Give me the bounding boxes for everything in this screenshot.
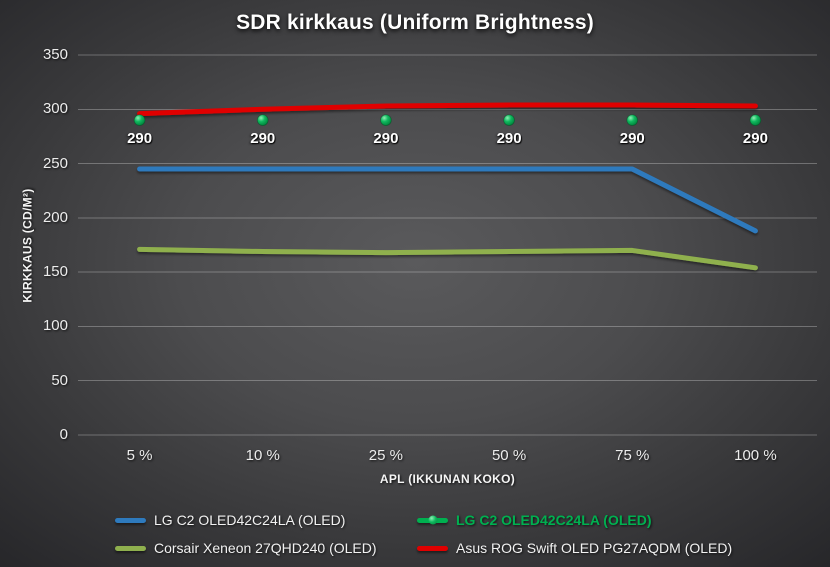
gridlines: [78, 54, 817, 436]
data-point-label: 290: [742, 130, 768, 148]
legend-line-swatch: [115, 517, 146, 523]
y-tick-label: 300: [42, 100, 68, 118]
data-point-marker: [380, 114, 392, 126]
legend-marker-dot: [428, 515, 437, 525]
legend-line-swatch: [417, 545, 448, 551]
legend-item: LG C2 OLED42C24LA (OLED): [115, 512, 345, 528]
legend-item: Corsair Xeneon 27QHD240 (OLED): [115, 540, 377, 556]
legend-item: LG C2 OLED42C24LA (OLED): [417, 512, 652, 528]
x-tick-label: 100 %: [734, 447, 777, 464]
y-tick-label: 0: [59, 426, 68, 443]
data-point-label: 290: [250, 130, 276, 148]
legend-label: LG C2 OLED42C24LA (OLED): [154, 512, 346, 528]
legend-label: LG C2 OLED42C24LA (OLED): [456, 512, 652, 528]
y-tick-label: 100: [42, 317, 68, 335]
y-tick-label: 200: [42, 208, 68, 226]
legend-item: Asus ROG Swift OLED PG27AQDM (OLED): [417, 540, 732, 556]
data-point-label: 290: [619, 130, 645, 148]
series-markers: [133, 114, 762, 126]
legend-label: Asus ROG Swift OLED PG27AQDM (OLED): [456, 540, 733, 556]
y-axis-title: KIRKKAUS (CD/M²): [20, 188, 35, 303]
y-tick-label: 50: [51, 371, 68, 389]
x-tick-label: 5 %: [126, 447, 153, 464]
series-lines: [137, 102, 758, 271]
data-point-label: 290: [373, 130, 399, 148]
data-point-marker: [256, 114, 269, 126]
data-point-marker: [626, 114, 639, 126]
legend-label: Corsair Xeneon 27QHD240 (OLED): [154, 540, 377, 556]
x-tick-label: 10 %: [245, 447, 280, 464]
y-tick-label: 350: [42, 46, 68, 63]
data-point-marker: [503, 114, 515, 126]
chart-title: SDR kirkkaus (Uniform Brightness): [236, 11, 594, 34]
x-axis-title: APL (IKKUNAN KOKO): [379, 472, 516, 486]
legend-line-swatch: [417, 515, 448, 525]
data-point-marker: [749, 114, 762, 126]
x-tick-label: 75 %: [615, 447, 650, 464]
data-point-marker: [133, 114, 146, 126]
series-line-3: [137, 102, 758, 117]
series-line-2: [137, 246, 758, 271]
y-tick-label: 250: [42, 154, 68, 172]
data-point-label: 290: [127, 130, 153, 148]
y-tick-label: 150: [42, 263, 68, 281]
series-line-0: [137, 166, 758, 234]
x-tick-label: 25 %: [368, 447, 403, 464]
data-point-label: 290: [496, 130, 522, 148]
x-tick-label: 50 %: [491, 447, 527, 464]
legend-line-swatch: [115, 545, 146, 551]
